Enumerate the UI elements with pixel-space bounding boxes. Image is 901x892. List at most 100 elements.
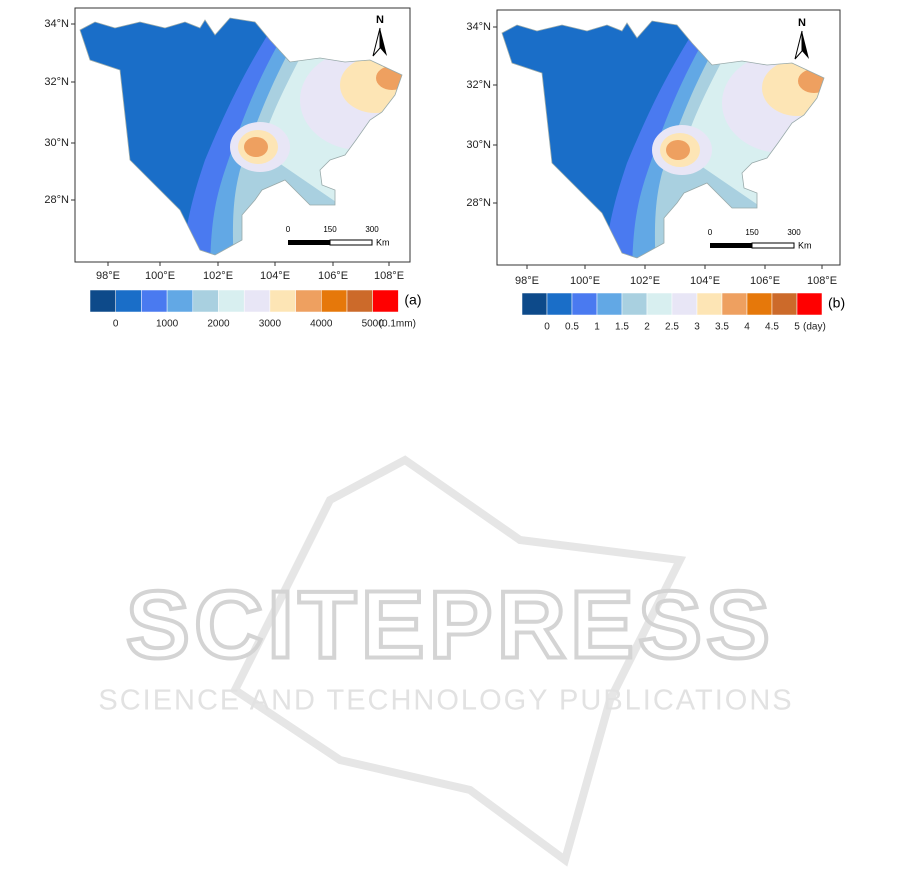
lon-label: 104°E — [260, 270, 290, 282]
map-region — [502, 21, 824, 258]
colorbar-label: 4.5 — [765, 322, 779, 333]
colorbar-box — [796, 292, 823, 316]
colorbar-label: 3 — [694, 322, 700, 333]
colorbar-box — [372, 289, 399, 313]
scale-label: 300 — [365, 225, 379, 234]
north-label: N — [376, 14, 384, 26]
colorbar-label: 0 — [544, 322, 550, 333]
colorbar-box — [621, 292, 648, 316]
colorbar-box — [546, 292, 573, 316]
colorbar-box — [721, 292, 748, 316]
colorbar-box — [166, 289, 194, 313]
colorbar-label: 4000 — [310, 319, 333, 330]
zone — [762, 60, 824, 116]
colorbar-box — [596, 292, 623, 316]
colorbar-box — [746, 292, 773, 316]
colorbar-box — [115, 289, 142, 313]
zone — [244, 137, 268, 157]
watermark: SCITEPRESS SCIENCE AND TECHNOLOGY PUBLIC… — [98, 455, 793, 867]
panel-label: (a) — [404, 292, 421, 308]
map-frame — [74, 7, 411, 263]
colorbar-label: 2000 — [207, 319, 230, 330]
scale-label: 0 — [708, 228, 713, 237]
watermark-subtitle: SCIENCE AND TECHNOLOGY PUBLICATIONS — [98, 685, 793, 717]
colorbar-label: 1.5 — [615, 322, 629, 333]
map-figure: 34°N 32°N 30°N 28°N 98°E 100°E 102°E 104°E 106°E… — [466, 9, 845, 333]
scale-label: 150 — [745, 228, 759, 237]
lon-label: 100°E — [570, 275, 600, 287]
colorbar-box — [218, 289, 245, 313]
colorbar-box — [295, 289, 322, 313]
colorbar-box — [243, 289, 271, 313]
colorbar-box — [521, 292, 548, 316]
map-region — [80, 18, 402, 255]
map-outline — [501, 20, 825, 259]
zone — [666, 140, 690, 160]
lat-label: 34°N — [466, 21, 491, 33]
colorbar-box — [646, 292, 673, 316]
lon-label: 106°E — [318, 270, 348, 282]
colorbar-box — [192, 289, 219, 313]
watermark-book — [229, 455, 687, 867]
colorbar-unit: (day) — [803, 322, 826, 333]
north-arrow — [794, 30, 803, 60]
colorbar-box — [571, 292, 598, 316]
colorbar-label: 0 — [113, 319, 119, 330]
colorbar-box — [321, 289, 348, 313]
north-arrow — [380, 28, 387, 56]
colorbar-label: 1000 — [156, 319, 179, 330]
lon-label: 100°E — [145, 270, 175, 282]
colorbar-label: 2 — [644, 322, 650, 333]
colorbar-label: 3.5 — [715, 322, 729, 333]
scale-label: 300 — [787, 228, 801, 237]
scale-unit: Km — [376, 237, 390, 247]
lon-label: 98°E — [515, 275, 539, 287]
lon-label: 106°E — [750, 275, 780, 287]
north-arrow — [802, 31, 809, 59]
lon-label: 108°E — [374, 270, 404, 282]
map-figure: 34°N 32°N 30°N 28°N 98°E 100°E 102°E 104°E 106°E… — [44, 7, 422, 330]
colorbar-box — [89, 289, 116, 313]
lon-label: 108°E — [807, 275, 837, 287]
colorbar-label: 4 — [744, 322, 750, 333]
lat-label: 30°N — [466, 139, 491, 151]
colorbar-box — [269, 289, 296, 313]
lat-label: 28°N — [466, 197, 491, 209]
map-frame — [496, 9, 841, 266]
lat-label: 28°N — [44, 194, 69, 206]
colorbar-unit: (0.1mm) — [379, 319, 416, 330]
colorbar-box — [771, 292, 798, 316]
scale-bar — [751, 242, 795, 249]
scale-bar — [329, 239, 373, 246]
north-label: N — [798, 17, 806, 29]
watermark-title: SCITEPRESS — [126, 571, 774, 678]
colorbar-box — [696, 292, 723, 316]
scale-label: 150 — [323, 225, 337, 234]
scale-label: 0 — [286, 225, 291, 234]
map-outline — [79, 17, 403, 256]
lat-label: 30°N — [44, 137, 69, 149]
scale-bar — [288, 240, 330, 245]
scale-unit: Km — [798, 240, 812, 250]
colorbar-label: 5 — [794, 322, 800, 333]
colorbar-label: 1 — [594, 322, 600, 333]
colorbar-label: 2.5 — [665, 322, 679, 333]
colorbar-label: 3000 — [259, 319, 282, 330]
zone — [376, 66, 402, 90]
panel-label: (b) — [828, 295, 845, 311]
colorbar-box — [671, 292, 698, 316]
zone — [340, 57, 402, 113]
colorbar-label: 0.5 — [565, 322, 579, 333]
colorbar-box — [141, 289, 168, 313]
colorbar-label: 5000 — [362, 319, 385, 330]
lat-label: 32°N — [466, 79, 491, 91]
north-arrow — [372, 27, 381, 57]
lat-label: 34°N — [44, 18, 69, 30]
colorbar-box — [346, 289, 373, 313]
zone — [798, 69, 824, 93]
lon-label: 104°E — [690, 275, 720, 287]
lon-label: 102°E — [203, 270, 233, 282]
lat-label: 32°N — [44, 76, 69, 88]
lon-label: 102°E — [630, 275, 660, 287]
